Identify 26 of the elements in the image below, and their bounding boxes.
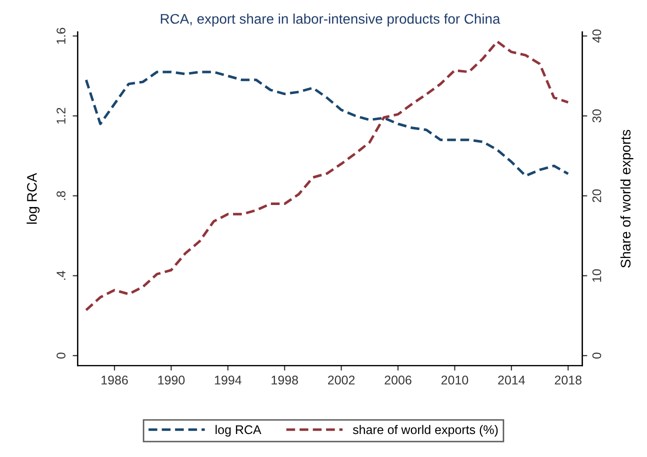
legend-label: log RCA <box>216 424 262 437</box>
x-tick-label: 2010 <box>441 376 468 385</box>
x-tick-label: 1994 <box>214 376 242 385</box>
y-tick-label: .8 <box>56 191 66 200</box>
y2-tick-label: 10 <box>592 269 602 282</box>
y2-tick-label: 20 <box>592 189 602 202</box>
x-tick-label: 1990 <box>158 376 185 385</box>
x-tick-label: 2006 <box>384 376 412 385</box>
y-tick-label: .4 <box>56 270 66 280</box>
x-tick-label: 2002 <box>328 376 355 385</box>
y2-axis-title: Share of world exports <box>620 130 634 268</box>
legend-label: share of world exports (%) <box>352 424 498 437</box>
x-tick-label: 1986 <box>102 376 128 385</box>
y-axis-title: log RCA <box>26 172 40 224</box>
chart-title: RCA, export share in labor-intensive products for China <box>160 14 500 27</box>
line-series <box>84 40 570 312</box>
y2-tick-label: 30 <box>592 109 602 122</box>
y-tick-label: 0 <box>56 352 66 359</box>
x-tick-label: 2014 <box>498 376 525 385</box>
x-tick-label: 1998 <box>272 376 298 385</box>
y2-tick-label: 40 <box>592 30 602 43</box>
x-tick-label: 2018 <box>554 376 582 385</box>
y-tick-label: 1.2 <box>56 108 66 124</box>
y2-tick-label: 0 <box>592 352 602 359</box>
line-series <box>84 70 570 178</box>
y-tick-label: 1.6 <box>56 28 66 44</box>
